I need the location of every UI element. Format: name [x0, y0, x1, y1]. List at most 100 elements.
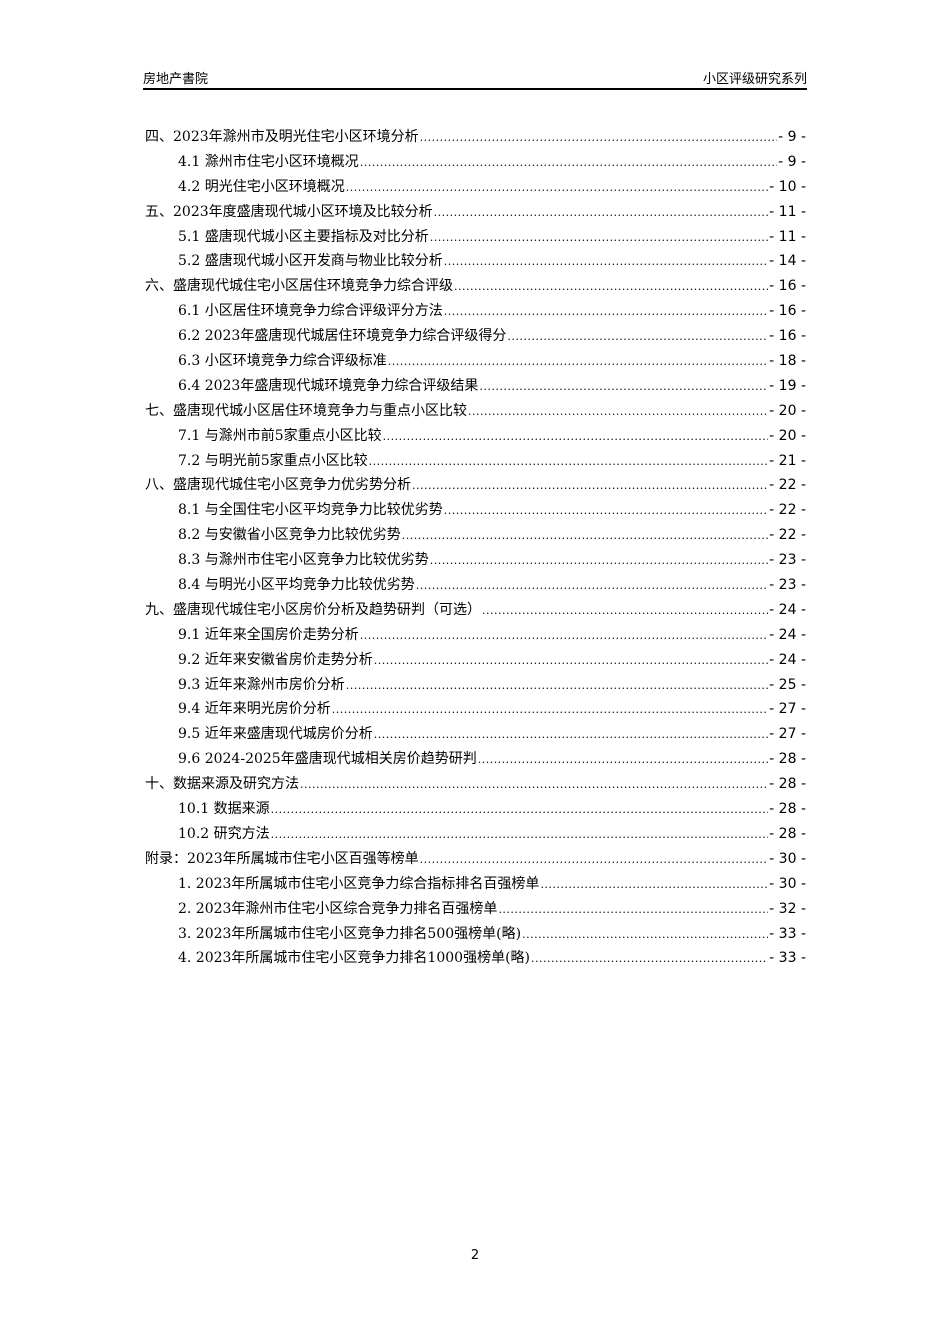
- toc-entry-page: - 9 -: [778, 129, 806, 145]
- toc-entry[interactable]: 1. 2023年所属城市住宅小区竞争力综合指标排名百强榜单 - 30 -: [145, 873, 806, 898]
- dot-leader: [479, 380, 768, 393]
- toc-entry-page: - 33 -: [769, 925, 806, 942]
- toc-entry[interactable]: 3. 2023年所属城市住宅小区竞争力排名500强榜单(略) - 33 -: [145, 923, 806, 948]
- toc-entry[interactable]: 九、盛唐现代城住宅小区房价分析及趋势研判（可选） - 24 -: [145, 599, 806, 624]
- header-right-title: 小区评级研究系列: [702, 72, 807, 87]
- toc-entry[interactable]: 6.2 2023年盛唐现代城居住环境竞争力综合评级得分 - 16 -: [145, 325, 806, 350]
- toc-entry-title: 3. 2023年所属城市住宅小区竞争力排名500强榜单(略): [178, 925, 522, 942]
- dot-leader: [444, 305, 768, 318]
- toc-entry-page: - 14 -: [769, 253, 806, 270]
- toc-entry-title: 8.3 与滁州市住宅小区竞争力比较优劣势: [178, 552, 429, 569]
- toc-entry-page: - 30 -: [769, 875, 806, 892]
- toc-entry-title: 9.4 近年来明光房价分析: [178, 701, 331, 718]
- toc-entry[interactable]: 9.5 近年来盛唐现代城房价分析 - 27 -: [145, 723, 806, 748]
- toc-entry-title: 9.6 2024-2025年盛唐现代城相关房价趋势研判: [178, 751, 477, 768]
- toc-entry[interactable]: 6.1 小区居住环境竞争力综合评级评分方法 - 16 -: [145, 300, 806, 325]
- toc-entry-title: 2. 2023年滁州市住宅小区综合竞争力排名百强榜单: [178, 900, 498, 917]
- toc-entry[interactable]: 5.2 盛唐现代城小区开发商与物业比较分析 - 14 -: [145, 250, 806, 275]
- toc-entry-page: - 22 -: [769, 477, 806, 494]
- toc-entry-page: - 28 -: [769, 776, 806, 793]
- toc-entry-page: - 30 -: [769, 850, 806, 867]
- dot-leader: [369, 455, 769, 468]
- toc-entry-page: - 18 -: [769, 353, 806, 370]
- dot-leader: [454, 280, 768, 293]
- toc-entry[interactable]: 8.4 与明光小区平均竞争力比较优劣势 - 23 -: [145, 574, 806, 599]
- dot-leader: [444, 504, 768, 517]
- toc-entry[interactable]: 五、2023年度盛唐现代城小区环境及比较分析 - 11 -: [145, 201, 806, 226]
- toc-entry[interactable]: 5.1 盛唐现代城小区主要指标及对比分析 - 11 -: [145, 226, 806, 251]
- toc-entry[interactable]: 10.1 数据来源 - 28 -: [145, 798, 806, 823]
- toc-entry[interactable]: 6.3 小区环境竞争力综合评级标准 - 18 -: [145, 350, 806, 375]
- toc-entry-page: - 24 -: [769, 601, 806, 618]
- toc-entry[interactable]: 四、2023年滁州市及明光住宅小区环境分析 - 9 -: [145, 126, 806, 151]
- toc-entry-title: 10.2 研究方法: [178, 825, 270, 842]
- toc-entry[interactable]: 4. 2023年所属城市住宅小区竞争力排名1000强榜单(略) - 33 -: [145, 947, 806, 972]
- dot-leader: [374, 654, 768, 667]
- dot-leader: [402, 529, 768, 542]
- dot-leader: [468, 405, 768, 418]
- toc-entry[interactable]: 2. 2023年滁州市住宅小区综合竞争力排名百强榜单 - 32 -: [145, 898, 806, 923]
- toc-entry-title: 5.2 盛唐现代城小区开发商与物业比较分析: [178, 253, 443, 270]
- toc-entry-title: 9.3 近年来滁州市房价分析: [178, 676, 345, 693]
- toc-entry-title: 9.2 近年来安徽省房价走势分析: [178, 651, 373, 668]
- dot-leader: [498, 903, 768, 916]
- header-left-title: 房地产書院: [143, 72, 209, 87]
- toc-entry-title: 8.4 与明光小区平均竞争力比较优劣势: [178, 577, 415, 594]
- toc-entry-page: - 16 -: [769, 278, 806, 295]
- toc-entry-title: 十、数据来源及研究方法: [145, 776, 299, 793]
- toc-entry-page: - 20 -: [769, 427, 806, 444]
- toc-entry[interactable]: 六、盛唐现代城住宅小区居住环境竞争力综合评级 - 16 -: [145, 275, 806, 300]
- toc-entry-title: 7.2 与明光前5家重点小区比较: [178, 452, 368, 469]
- dot-leader: [388, 355, 768, 368]
- dot-leader: [332, 703, 768, 716]
- toc-entry[interactable]: 8.2 与安徽省小区竞争力比较优劣势 - 22 -: [145, 524, 806, 549]
- toc-entry[interactable]: 附录：2023年所属城市住宅小区百强等榜单 - 30 -: [145, 848, 806, 873]
- toc-entry-title: 6.2 2023年盛唐现代城居住环境竞争力综合评级得分: [178, 328, 507, 345]
- toc-entry[interactable]: 4.2 明光住宅小区环境概况 - 10 -: [145, 176, 806, 201]
- toc-entry-title: 6.4 2023年盛唐现代城环境竞争力综合评级结果: [178, 377, 479, 394]
- toc-entry-title: 4.1 滁州市住宅小区环境概况: [178, 153, 359, 170]
- toc-entry[interactable]: 七、盛唐现代城小区居住环境竞争力与重点小区比较 - 20 -: [145, 400, 806, 425]
- toc-entry-title: 5.1 盛唐现代城小区主要指标及对比分析: [178, 228, 429, 245]
- toc-entry-title: 6.3 小区环境竞争力综合评级标准: [178, 353, 387, 370]
- toc-entry-page: - 23 -: [769, 552, 806, 569]
- toc-entry[interactable]: 10.2 研究方法 - 28 -: [145, 823, 806, 848]
- toc-entry[interactable]: 8.3 与滁州市住宅小区竞争力比较优劣势 - 23 -: [145, 549, 806, 574]
- toc-entry-page: - 11 -: [769, 228, 806, 245]
- dot-leader: [430, 554, 768, 567]
- toc-entry[interactable]: 7.1 与滁州市前5家重点小区比较 - 20 -: [145, 425, 806, 450]
- toc-entry-title: 1. 2023年所属城市住宅小区竞争力综合指标排名百强榜单: [178, 875, 540, 892]
- toc-entry[interactable]: 4.1 滁州市住宅小区环境概况 - 9 -: [145, 151, 806, 176]
- toc-entry-page: - 27 -: [769, 701, 806, 718]
- dot-leader: [346, 181, 768, 194]
- toc-entry[interactable]: 7.2 与明光前5家重点小区比较 - 21 -: [145, 450, 806, 475]
- toc-entry-title: 附录：2023年所属城市住宅小区百强等榜单: [145, 850, 419, 867]
- toc-entry[interactable]: 9.4 近年来明光房价分析 - 27 -: [145, 698, 806, 723]
- toc-entry-page: - 28 -: [769, 751, 806, 768]
- dot-leader: [478, 753, 768, 766]
- table-of-contents: 四、2023年滁州市及明光住宅小区环境分析- 9 -4.1 滁州市住宅小区环境概…: [145, 126, 806, 972]
- toc-entry-page: - 22 -: [769, 527, 806, 544]
- toc-entry[interactable]: 9.6 2024-2025年盛唐现代城相关房价趋势研判 - 28 -: [145, 748, 806, 773]
- toc-entry[interactable]: 8.1 与全国住宅小区平均竞争力比较优劣势 - 22 -: [145, 499, 806, 524]
- dot-leader: [383, 430, 769, 443]
- toc-entry[interactable]: 9.1 近年来全国房价走势分析 - 24 -: [145, 624, 806, 649]
- dot-leader: [507, 330, 768, 343]
- toc-entry-page: - 33 -: [769, 950, 806, 967]
- toc-entry-page: - 24 -: [769, 626, 806, 643]
- dot-leader: [540, 878, 768, 891]
- toc-entry[interactable]: 八、盛唐现代城住宅小区竞争力优劣势分析 - 22 -: [145, 474, 806, 499]
- dot-leader: [374, 728, 768, 741]
- dot-leader: [444, 255, 768, 268]
- toc-entry-page: - 25 -: [769, 676, 806, 693]
- toc-entry-page: - 16 -: [769, 328, 806, 345]
- toc-entry[interactable]: 十、数据来源及研究方法 - 28 -: [145, 773, 806, 798]
- toc-entry-page: - 19 -: [769, 377, 806, 394]
- toc-entry-title: 9.5 近年来盛唐现代城房价分析: [178, 726, 373, 743]
- dot-leader: [271, 828, 769, 841]
- toc-entry-page: - 11 -: [769, 203, 806, 220]
- toc-entry[interactable]: 9.3 近年来滁州市房价分析 - 25 -: [145, 674, 806, 699]
- toc-entry[interactable]: 9.2 近年来安徽省房价走势分析 - 24 -: [145, 649, 806, 674]
- toc-entry[interactable]: 6.4 2023年盛唐现代城环境竞争力综合评级结果 - 19 -: [145, 375, 806, 400]
- toc-entry-title: 6.1 小区居住环境竞争力综合评级评分方法: [178, 303, 443, 320]
